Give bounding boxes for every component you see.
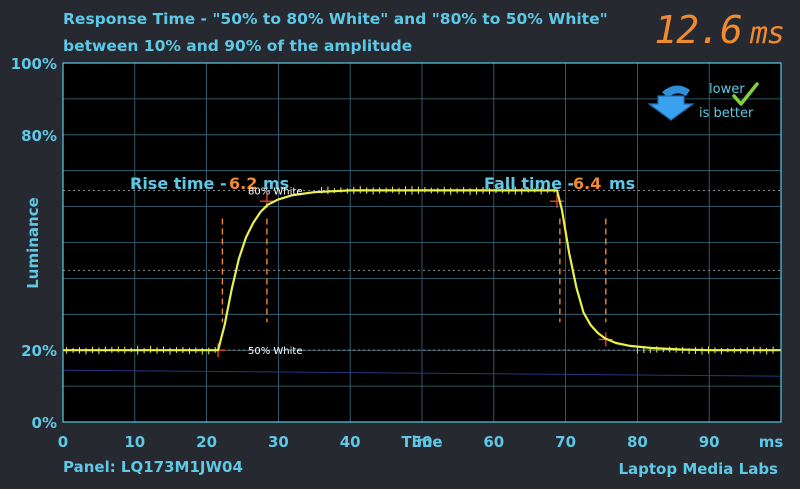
chart-title-line2: between 10% and 90% of the amplitude	[63, 37, 413, 55]
chart-title-line1: Response Time - "50% to 80% White" and "…	[63, 10, 608, 28]
total-value: 12.6	[654, 8, 743, 52]
x-axis-label: Time	[401, 433, 442, 451]
y-tick-label: 20%	[21, 342, 57, 360]
badge-line2: is better	[699, 106, 754, 121]
y-axis-ticks: 0% 20% 80% 100%	[11, 55, 57, 432]
rise-time-unit: ms	[263, 174, 289, 193]
x-tick-label: 70	[555, 433, 576, 451]
y-tick-label: 100%	[11, 55, 57, 73]
x-unit-tick: ms	[759, 433, 784, 451]
badge-line1: lower	[709, 82, 745, 97]
y-axis-label: Luminance	[24, 197, 42, 289]
panel-label: Panel: LQ173M1JW04	[63, 458, 243, 476]
x-tick-label: 60	[483, 433, 504, 451]
y-tick-label: 0%	[32, 414, 57, 432]
total-unit: ms	[749, 16, 785, 51]
plot-border	[62, 62, 782, 423]
x-tick-label: 10	[124, 433, 145, 451]
fall-time-annotation: Fall time - 6.4 ms	[484, 174, 635, 193]
trace-noise	[66, 186, 774, 355]
x-tick-label: 20	[196, 433, 217, 451]
rise-time-value: 6.2	[229, 174, 257, 193]
rise-time-label: Rise time -	[130, 174, 227, 193]
baseline-trace	[62, 369, 782, 377]
fall-time-unit: ms	[609, 174, 635, 193]
measurement-markers	[211, 194, 613, 358]
luminance-trace	[63, 186, 781, 355]
chart-title: Response Time - "50% to 80% White" and "…	[63, 6, 623, 60]
x-tick-label: 40	[340, 433, 361, 451]
x-axis-ticks: 0 10 20 30 40 50 60 70 80 90 ms	[58, 433, 784, 451]
rise-time-annotation: Rise time - 6.2 ms	[130, 174, 289, 193]
down-arrow-icon	[647, 85, 695, 121]
x-tick-label: 90	[699, 433, 720, 451]
y-tick-label: 80%	[21, 127, 57, 145]
fall-start-cross	[549, 194, 564, 209]
upper-reference-label: 80% White	[248, 186, 302, 197]
x-tick-label: 50	[412, 433, 433, 451]
total-response-time: 12.6 ms	[654, 6, 785, 58]
x-tick-label: 30	[268, 433, 289, 451]
lower-reference-label: 50% White	[248, 346, 302, 357]
source-label: Laptop Media Labs	[618, 460, 778, 478]
fall-time-value: 6.4	[573, 174, 601, 193]
fall-time-label: Fall time -	[484, 174, 574, 193]
reference-lines	[62, 189, 782, 377]
lower-is-better-badge: lower is better	[647, 82, 759, 121]
trace-line	[63, 189, 781, 352]
x-tick-label: 0	[58, 433, 68, 451]
x-tick-label: 80	[627, 433, 648, 451]
checkmark-icon	[732, 82, 759, 106]
